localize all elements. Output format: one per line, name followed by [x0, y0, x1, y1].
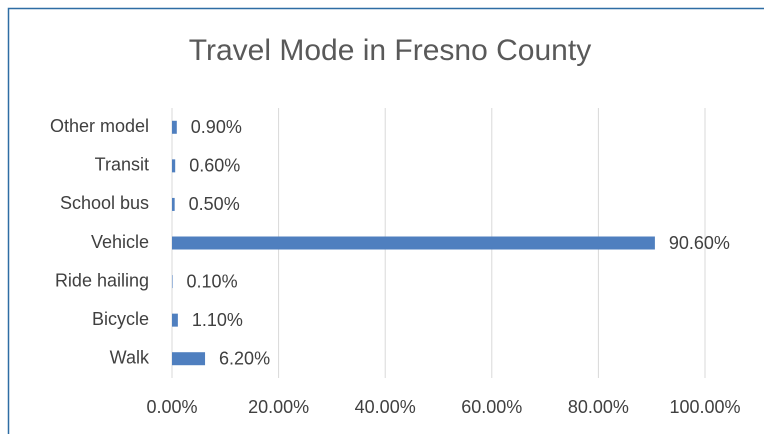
data-label: 0.10%: [187, 271, 238, 291]
y-tick-label: Bicycle: [92, 309, 149, 329]
bar: [172, 352, 206, 366]
data-label: 90.60%: [669, 233, 730, 253]
y-tick-label: Ride hailing: [55, 270, 149, 290]
bar: [172, 197, 175, 211]
x-tick-label: 60.00%: [461, 397, 522, 417]
x-tick-label: 40.00%: [355, 397, 416, 417]
y-tick-label: Walk: [110, 347, 150, 367]
bar: [172, 120, 177, 134]
y-tick-label: Other model: [50, 116, 149, 136]
data-label: 1.10%: [192, 310, 243, 330]
chart-border: [7, 7, 764, 434]
x-tick-label: 100.00%: [669, 397, 740, 417]
y-tick-label: School bus: [60, 193, 149, 213]
data-label: 6.20%: [219, 348, 270, 368]
bar: [172, 236, 655, 250]
bar: [172, 313, 178, 327]
bar: [172, 159, 176, 173]
bar: [172, 275, 173, 289]
data-label: 0.90%: [191, 117, 242, 137]
x-tick-label: 80.00%: [568, 397, 629, 417]
y-tick-label: Transit: [95, 155, 149, 175]
chart-title: Travel Mode in Fresno County: [189, 34, 591, 67]
data-label: 0.60%: [189, 156, 240, 176]
x-tick-label: 20.00%: [248, 397, 309, 417]
x-tick-label: 0.00%: [146, 397, 197, 417]
data-label: 0.50%: [189, 194, 240, 214]
y-tick-label: Vehicle: [91, 232, 149, 252]
